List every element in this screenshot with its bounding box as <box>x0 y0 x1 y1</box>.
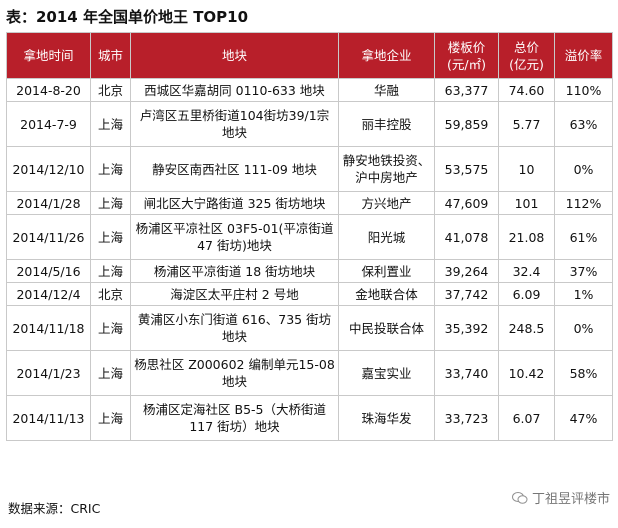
cell-plot: 西城区华嘉胡同 0110-633 地块 <box>130 78 339 102</box>
cell-premium: 47% <box>554 395 613 441</box>
cell-floor-price: 35,392 <box>434 305 499 351</box>
cell-plot: 静安区南西社区 111-09 地块 <box>130 146 339 192</box>
land-price-table: 拿地时间 城市 地块 拿地企业 楼板价 (元/㎡) 总价 (亿元) 溢价率 20… <box>6 32 613 441</box>
cell-premium: 61% <box>554 214 613 260</box>
cell-city: 上海 <box>90 214 131 260</box>
cell-plot: 海淀区太平庄村 2 号地 <box>130 282 339 306</box>
cell-total-price: 10.42 <box>498 350 555 396</box>
cell-company: 华融 <box>338 78 435 102</box>
source-note: 数据来源：CRIC <box>8 501 101 516</box>
cell-premium: 37% <box>554 259 613 283</box>
cell-total-price: 74.60 <box>498 78 555 102</box>
cell-city: 上海 <box>90 259 131 283</box>
header-city: 城市 <box>90 32 131 79</box>
cell-total-price: 101 <box>498 191 555 215</box>
cell-total-price: 21.08 <box>498 214 555 260</box>
cell-date: 2014/11/13 <box>6 395 91 441</box>
wechat-icon <box>511 491 528 504</box>
cell-date: 2014-7-9 <box>6 101 91 147</box>
cell-date: 2014/5/16 <box>6 259 91 283</box>
cell-floor-price: 37,742 <box>434 282 499 306</box>
cell-date: 2014/11/18 <box>6 305 91 351</box>
header-floor-price: 楼板价 (元/㎡) <box>434 32 499 79</box>
cell-premium: 58% <box>554 350 613 396</box>
cell-plot: 杨思社区 Z000602 编制单元15-08 地块 <box>130 350 339 396</box>
table-row: 2014/5/16 上海 杨浦区平凉街道 18 街坊地块 保利置业 39,264 32.4… <box>6 259 613 283</box>
cell-premium: 110% <box>554 78 613 102</box>
table-row: 2014-8-20 北京 西城区华嘉胡同 0110-633 地块 华融 63,377 74… <box>6 78 613 102</box>
cell-premium: 0% <box>554 305 613 351</box>
cell-total-price: 10 <box>498 146 555 192</box>
cell-total-price: 6.09 <box>498 282 555 306</box>
cell-premium: 1% <box>554 282 613 306</box>
table-row: 2014/1/28 上海 闸北区大宁路街道 325 街坊地块 方兴地产 47,609 10… <box>6 191 613 215</box>
cell-total-price: 248.5 <box>498 305 555 351</box>
cell-company: 保利置业 <box>338 259 435 283</box>
cell-city: 上海 <box>90 101 131 147</box>
cell-city: 上海 <box>90 350 131 396</box>
cell-company: 丽丰控股 <box>338 101 435 147</box>
cell-total-price: 32.4 <box>498 259 555 283</box>
cell-premium: 0% <box>554 146 613 192</box>
cell-premium: 112% <box>554 191 613 215</box>
cell-date: 2014/11/26 <box>6 214 91 260</box>
table-title: 表：2014 年全国单价地王 TOP10 <box>6 8 249 26</box>
cell-city: 上海 <box>90 305 131 351</box>
table-row: 2014/11/13 上海 杨浦区定海社区 B5-5（大桥街道117 街坊）地块 珠海… <box>6 395 613 441</box>
cell-plot: 杨浦区平凉社区 03F5-01(平凉街道 47 街坊)地块 <box>130 214 339 260</box>
cell-city: 上海 <box>90 395 131 441</box>
cell-date: 2014-8-20 <box>6 78 91 102</box>
cell-date: 2014/12/4 <box>6 282 91 306</box>
cell-plot: 黄浦区小东门街道 616、735 街坊地块 <box>130 305 339 351</box>
cell-floor-price: 41,078 <box>434 214 499 260</box>
header-row: 拿地时间 城市 地块 拿地企业 楼板价 (元/㎡) 总价 (亿元) 溢价率 <box>6 32 613 79</box>
cell-company: 阳光城 <box>338 214 435 260</box>
cell-date: 2014/1/28 <box>6 191 91 215</box>
cell-city: 上海 <box>90 146 131 192</box>
table-row: 2014/1/23 上海 杨思社区 Z000602 编制单元15-08 地块 嘉宝实业… <box>6 350 613 396</box>
table-row: 2014/11/26 上海 杨浦区平凉社区 03F5-01(平凉街道 47 街坊)地… <box>6 214 613 260</box>
cell-floor-price: 59,859 <box>434 101 499 147</box>
cell-company: 方兴地产 <box>338 191 435 215</box>
cell-total-price: 5.77 <box>498 101 555 147</box>
cell-date: 2014/1/23 <box>6 350 91 396</box>
cell-premium: 63% <box>554 101 613 147</box>
watermark: 丁祖昱评楼市 <box>511 488 610 507</box>
table-row: 2014/12/4 北京 海淀区太平庄村 2 号地 金地联合体 37,742 6.09 1% <box>6 282 613 306</box>
cell-floor-price: 47,609 <box>434 191 499 215</box>
cell-date: 2014/12/10 <box>6 146 91 192</box>
watermark-text: 丁祖昱评楼市 <box>531 492 610 507</box>
cell-city: 北京 <box>90 78 131 102</box>
cell-plot: 闸北区大宁路街道 325 街坊地块 <box>130 191 339 215</box>
cell-company: 金地联合体 <box>338 282 435 306</box>
cell-company: 中民投联合体 <box>338 305 435 351</box>
cell-floor-price: 63,377 <box>434 78 499 102</box>
table-row: 2014-7-9 上海 卢湾区五里桥街道104街坊39/1宗地块 丽丰控股 59,859… <box>6 101 613 147</box>
cell-company: 静安地铁投资、沪中房地产 <box>338 146 435 192</box>
cell-floor-price: 33,740 <box>434 350 499 396</box>
cell-floor-price: 33,723 <box>434 395 499 441</box>
header-total-price: 总价 (亿元) <box>498 32 555 79</box>
cell-city: 上海 <box>90 191 131 215</box>
cell-plot: 杨浦区定海社区 B5-5（大桥街道117 街坊）地块 <box>130 395 339 441</box>
table-row: 2014/11/18 上海 黄浦区小东门街道 616、735 街坊地块 中民投联合体 3… <box>6 305 613 351</box>
table-row: 2014/12/10 上海 静安区南西社区 111-09 地块 静安地铁投资、沪中房地… <box>6 146 613 192</box>
cell-plot: 卢湾区五里桥街道104街坊39/1宗地块 <box>130 101 339 147</box>
header-premium: 溢价率 <box>554 32 613 79</box>
cell-plot: 杨浦区平凉街道 18 街坊地块 <box>130 259 339 283</box>
cell-company: 嘉宝实业 <box>338 350 435 396</box>
header-plot: 地块 <box>130 32 339 79</box>
cell-total-price: 6.07 <box>498 395 555 441</box>
cell-city: 北京 <box>90 282 131 306</box>
cell-company: 珠海华发 <box>338 395 435 441</box>
cell-floor-price: 53,575 <box>434 146 499 192</box>
cell-floor-price: 39,264 <box>434 259 499 283</box>
header-date: 拿地时间 <box>6 32 91 79</box>
header-company: 拿地企业 <box>338 32 435 79</box>
